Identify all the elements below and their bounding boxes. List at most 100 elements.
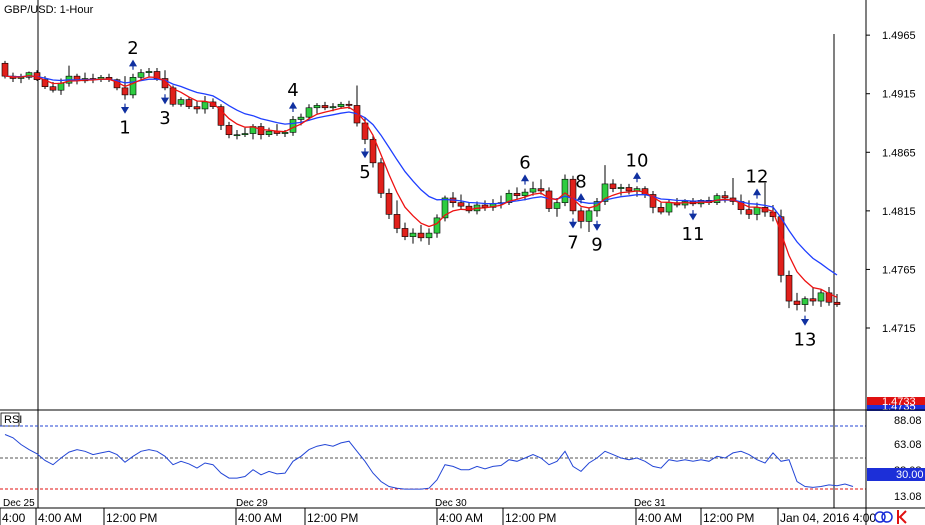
annotation-label: 3: [159, 108, 170, 129]
annotation-arrow-down: [592, 220, 602, 231]
candle: [537, 188, 545, 192]
rsi-current-label: 30.00: [896, 469, 924, 481]
candle: [49, 86, 57, 91]
scroll-to-end-icon[interactable]: [897, 510, 907, 524]
annotation-label: 7: [567, 232, 578, 253]
candle: [793, 300, 801, 305]
candle: [649, 194, 657, 208]
price-tick-label: 1.4915: [882, 89, 916, 101]
annotation-label: 9: [591, 235, 602, 256]
rsi-current-marker: [867, 468, 925, 481]
annotation-label: 10: [626, 150, 649, 171]
time-tick-label: 12:00 PM: [703, 511, 754, 525]
candle: [145, 71, 153, 73]
candle: [393, 214, 401, 229]
candle: [201, 101, 209, 110]
candle: [329, 106, 337, 109]
candle: [57, 82, 65, 91]
time-tick-label: 12:00 PM: [505, 511, 556, 525]
candle: [825, 292, 833, 303]
annotation-label: 6: [519, 153, 530, 174]
candle: [137, 72, 145, 78]
annotation-label: 1: [119, 118, 130, 139]
candle: [577, 210, 585, 222]
candle: [433, 217, 441, 234]
annotation-label: 13: [794, 330, 817, 351]
annotation-label: 12: [746, 167, 769, 188]
candle: [313, 105, 321, 109]
candle: [801, 298, 809, 305]
candle: [833, 301, 841, 305]
rsi-tick-label: 63.08: [894, 439, 922, 451]
candle: [233, 134, 241, 137]
candle: [305, 107, 313, 118]
candle: [209, 101, 217, 107]
candle: [425, 232, 433, 239]
price-tick-label: 1.4715: [882, 323, 916, 335]
time-tick-label: 4:00 AM: [439, 511, 483, 525]
bid-price-marker: [867, 397, 925, 405]
annotation-label: 5: [359, 162, 370, 183]
time-tick-label: 4:00 AM: [238, 511, 282, 525]
candle: [361, 122, 369, 140]
annotation-label: 2: [127, 38, 138, 59]
annotation-arrow-up: [576, 193, 586, 204]
candle: [441, 197, 449, 219]
candle: [281, 132, 289, 134]
candle: [217, 106, 225, 126]
candle: [529, 188, 537, 193]
time-tick-label: 4:00: [2, 511, 26, 525]
candle: [265, 130, 273, 136]
annotation-arrow-up: [520, 174, 530, 185]
price-tick-label: 1.4965: [882, 30, 916, 42]
annotation-arrow-down: [568, 218, 578, 229]
candle: [129, 77, 137, 96]
candle: [385, 192, 393, 215]
time-tick-label: Jan 04, 2016 4:00: [780, 511, 876, 525]
candle: [505, 192, 513, 203]
candle: [193, 106, 201, 110]
annotation-arrow-up: [752, 188, 762, 199]
candle: [809, 298, 817, 302]
candle: [417, 232, 425, 239]
day-label: Dec 31: [634, 498, 666, 509]
annotation-label: 4: [287, 80, 298, 101]
candle: [409, 232, 417, 237]
annotation-arrow-up: [128, 59, 138, 70]
candle: [377, 162, 385, 194]
annotation-label: 8: [575, 171, 586, 192]
candle: [617, 187, 625, 189]
candle: [665, 202, 673, 213]
candle: [1, 62, 9, 77]
candle: [225, 125, 233, 136]
link-icon[interactable]: [874, 511, 886, 523]
rsi-label: RSI: [4, 414, 22, 426]
candle: [369, 139, 377, 164]
candle: [745, 209, 753, 215]
candle: [561, 178, 569, 203]
candle: [785, 274, 793, 302]
annotation-arrow-down: [160, 94, 170, 105]
ma-line-blue: [4, 75, 838, 276]
time-tick-label: 12:00 PM: [106, 511, 157, 525]
day-label: Dec 29: [236, 498, 268, 509]
price-tick-label: 1.4865: [882, 147, 916, 159]
annotation-arrow-down: [360, 148, 370, 159]
annotation-arrow-up: [632, 172, 642, 183]
time-tick-label: 4:00 AM: [38, 511, 82, 525]
time-tick-label: 4:00 AM: [638, 511, 682, 525]
annotation-arrow-up: [288, 101, 298, 112]
candle: [521, 191, 529, 196]
candle: [609, 183, 617, 189]
candle: [553, 202, 561, 209]
candle: [297, 116, 305, 120]
rsi-tick-label: 88.08: [894, 415, 922, 427]
candle: [121, 87, 129, 96]
candle: [657, 207, 665, 213]
ma-line-red: [4, 74, 838, 298]
candle: [177, 99, 185, 105]
candle: [337, 103, 345, 107]
link-icon-secondary: [881, 511, 893, 523]
candle: [817, 292, 825, 302]
